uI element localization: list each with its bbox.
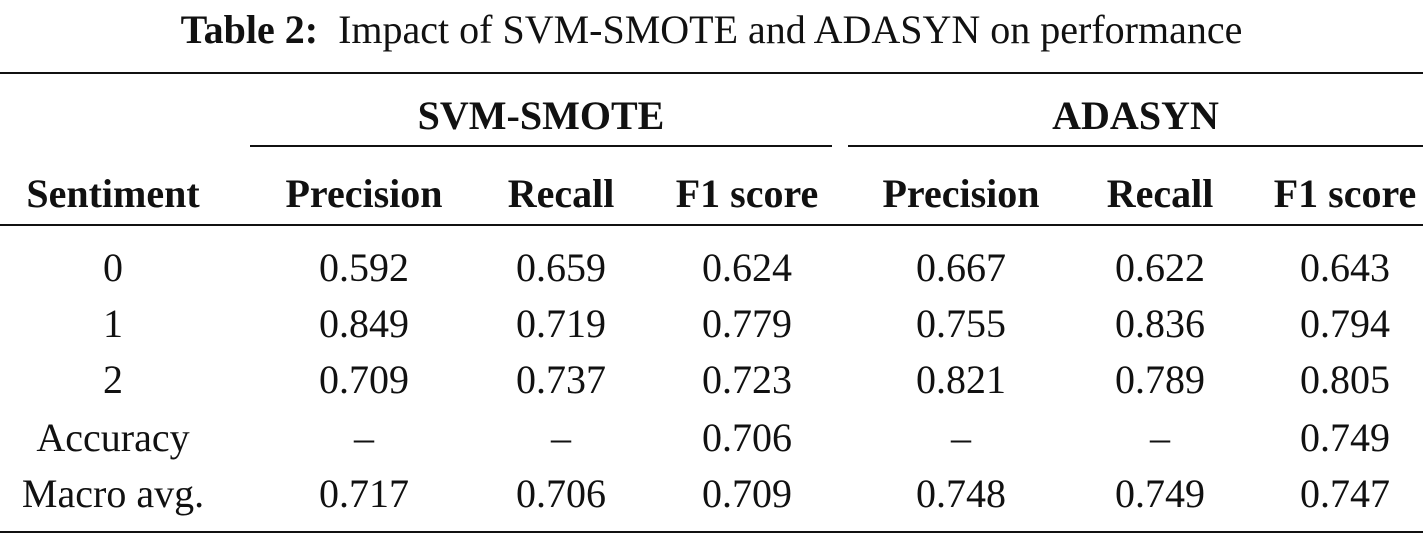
row-label: Accuracy — [36, 415, 190, 460]
column-header-sentiment: Sentiment — [26, 171, 200, 216]
table-cell-adasyn-precision: 0.755 — [916, 301, 1006, 346]
table-cell-svm-recall: 0.719 — [516, 301, 606, 346]
group-rule-svm-smote — [250, 145, 832, 147]
bottom-rule — [0, 531, 1423, 533]
table-cell-svm-recall: 0.659 — [516, 245, 606, 290]
column-header-adasyn-precision: Precision — [882, 171, 1040, 216]
table-cell-svm-precision: 0.592 — [319, 245, 409, 290]
table-cell-adasyn-recall: 0.789 — [1115, 357, 1205, 402]
row-label: 0 — [103, 245, 123, 290]
table-cell-adasyn-precision: 0.821 — [916, 357, 1006, 402]
table-cell-svm-precision: – — [354, 415, 374, 460]
row-label: Macro avg. — [21, 471, 205, 516]
table-cell-svm-f1: 0.706 — [702, 415, 792, 460]
column-header-svm-precision: Precision — [285, 171, 443, 216]
column-header-adasyn-f1: F1 score — [1273, 171, 1417, 216]
table-cell-adasyn-f1: 0.805 — [1300, 357, 1390, 402]
top-rule — [0, 72, 1423, 74]
row-label: 2 — [103, 357, 123, 402]
table-cell-svm-f1: 0.624 — [702, 245, 792, 290]
group-header-svm-smote: SVM-SMOTE — [417, 93, 665, 138]
header-rule — [0, 224, 1423, 226]
caption-label: Table 2: — [180, 7, 319, 52]
column-header-adasyn-recall: Recall — [1106, 171, 1214, 216]
column-header-svm-f1: F1 score — [675, 171, 819, 216]
table-cell-svm-recall: 0.737 — [516, 357, 606, 402]
column-header-svm-recall: Recall — [507, 171, 615, 216]
table-caption: Table 2: Impact of SVM-SMOTE and ADASYN … — [0, 6, 1423, 54]
table-cell-svm-recall: 0.706 — [516, 471, 606, 516]
group-header-adasyn: ADASYN — [1052, 93, 1219, 138]
table-cell-svm-precision: 0.717 — [319, 471, 409, 516]
table-cell-svm-recall: – — [551, 415, 571, 460]
table-cell-adasyn-f1: 0.794 — [1300, 301, 1390, 346]
table-cell-adasyn-f1: 0.747 — [1300, 471, 1390, 516]
table-cell-adasyn-recall: 0.622 — [1115, 245, 1205, 290]
table-cell-svm-precision: 0.709 — [319, 357, 409, 402]
table-cell-adasyn-recall: 0.749 — [1115, 471, 1205, 516]
table-cell-adasyn-f1: 0.643 — [1300, 245, 1390, 290]
table-cell-svm-precision: 0.849 — [319, 301, 409, 346]
table-cell-adasyn-precision: 0.748 — [916, 471, 1006, 516]
table-cell-adasyn-f1: 0.749 — [1300, 415, 1390, 460]
row-label: 1 — [103, 301, 123, 346]
table-cell-adasyn-precision: – — [951, 415, 971, 460]
caption-text: Impact of SVM-SMOTE and ADASYN on perfor… — [338, 7, 1243, 52]
table-cell-svm-f1: 0.779 — [702, 301, 792, 346]
table-cell-svm-f1: 0.723 — [702, 357, 792, 402]
group-rule-adasyn — [848, 145, 1423, 147]
table-cell-adasyn-recall: – — [1150, 415, 1170, 460]
table-cell-adasyn-precision: 0.667 — [916, 245, 1006, 290]
table-cell-adasyn-recall: 0.836 — [1115, 301, 1205, 346]
table-cell-svm-f1: 0.709 — [702, 471, 792, 516]
